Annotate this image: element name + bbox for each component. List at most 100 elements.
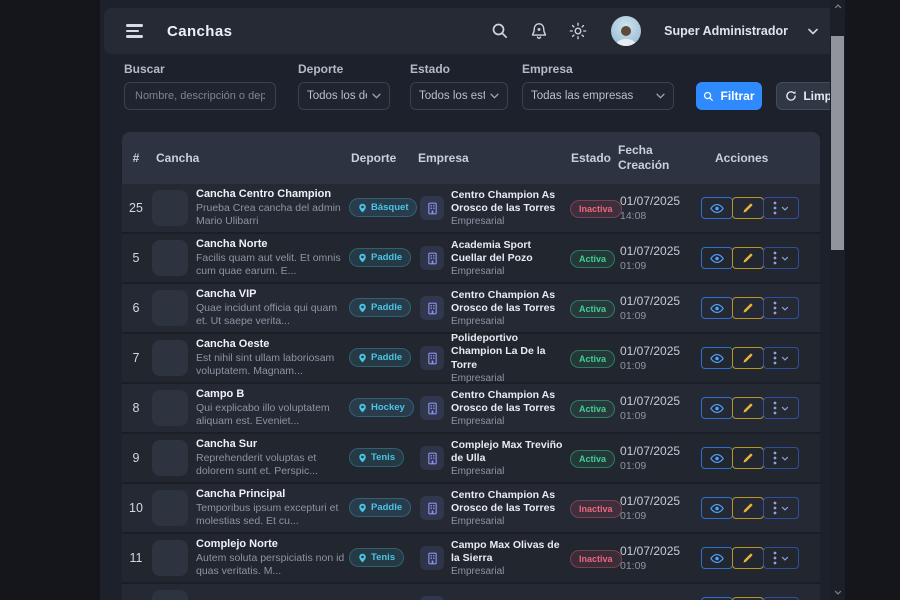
company-type: Empresarial	[451, 566, 565, 577]
view-button[interactable]	[701, 497, 733, 519]
company-type: Empresarial	[451, 216, 565, 227]
building-icon	[420, 596, 444, 600]
more-actions-button[interactable]	[763, 197, 799, 219]
sun-icon[interactable]	[568, 21, 588, 41]
row-number: 25	[122, 201, 150, 215]
company-type: Empresarial	[451, 466, 565, 477]
view-button[interactable]	[701, 547, 733, 569]
estado-select[interactable]: Todos los estados	[410, 82, 508, 110]
company-type: Empresarial	[451, 416, 565, 427]
table-row: 8 Campo B Qui explicabo illo voluptatem …	[122, 384, 820, 434]
more-actions-button[interactable]	[763, 447, 799, 469]
pencil-icon	[742, 352, 754, 364]
court-name: Cancha Oeste	[196, 338, 345, 352]
edit-button[interactable]	[732, 547, 764, 569]
court-name: Cancha VIP	[196, 288, 345, 302]
court-description: Reprehenderit voluptas et dolorem sunt e…	[196, 452, 345, 478]
creation-time: 01:09	[620, 360, 695, 372]
table-row: 5 Cancha Norte Facilis quam aut velit. E…	[122, 234, 820, 284]
view-button[interactable]	[701, 297, 733, 319]
edit-button[interactable]	[732, 447, 764, 469]
scrollbar[interactable]	[830, 0, 845, 600]
court-description: Quae incidunt officia qui quam et. Ut sa…	[196, 302, 345, 328]
row-number: 8	[122, 401, 150, 415]
menu-icon[interactable]	[126, 24, 143, 37]
building-icon	[420, 396, 444, 420]
deporte-label: Deporte	[298, 62, 343, 76]
pencil-icon	[742, 402, 754, 414]
col-header-deporte: Deporte	[345, 151, 412, 165]
empresa-select-value: Todas las empresas	[531, 90, 651, 102]
more-actions-button[interactable]	[763, 247, 799, 269]
scroll-down-arrow[interactable]	[830, 586, 845, 598]
creation-date: 01/07/2025	[620, 194, 695, 208]
pencil-icon	[742, 302, 754, 314]
sport-label: Paddle	[371, 352, 402, 363]
company-name: Centro Champion As Orosco de las Torres	[451, 189, 565, 215]
table-row: 10 Cancha Principal Temporibus ipsum exc…	[122, 484, 820, 534]
scrollbar-thumb[interactable]	[831, 36, 844, 250]
court-name: Complejo Norte	[196, 538, 345, 552]
more-actions-button[interactable]	[763, 297, 799, 319]
edit-button[interactable]	[732, 347, 764, 369]
bell-icon[interactable]	[529, 21, 549, 41]
eye-icon	[710, 403, 724, 414]
search-icon[interactable]	[490, 21, 510, 41]
court-image-placeholder	[152, 540, 188, 576]
more-actions-button[interactable]	[763, 497, 799, 519]
avatar[interactable]	[611, 16, 641, 46]
table-row: 6 Cancha VIP Quae incidunt officia qui q…	[122, 284, 820, 334]
more-actions-button[interactable]	[763, 547, 799, 569]
building-icon	[420, 346, 444, 370]
sport-label: Básquet	[371, 202, 408, 213]
more-actions-button[interactable]	[763, 397, 799, 419]
pin-icon	[358, 553, 367, 563]
user-menu-label[interactable]: Super Administrador	[664, 24, 788, 38]
row-number: 9	[122, 451, 150, 465]
filtrar-button[interactable]: Filtrar	[696, 82, 762, 110]
chevron-down-icon	[781, 506, 789, 511]
table-row: 7 Cancha Oeste Est nihil sint ullam labo…	[122, 334, 820, 384]
view-button[interactable]	[701, 397, 733, 419]
search-input[interactable]	[133, 89, 267, 103]
court-description: Temporibus ipsum excepturi et molestias …	[196, 502, 345, 528]
view-button[interactable]	[701, 197, 733, 219]
company-type: Empresarial	[451, 373, 565, 384]
view-button[interactable]	[701, 247, 733, 269]
estado-select-value: Todos los estados	[419, 90, 485, 102]
chevron-down-icon[interactable]	[807, 21, 819, 41]
status-badge: Activa	[570, 350, 615, 368]
row-number: 7	[122, 351, 150, 365]
pin-icon	[358, 353, 367, 363]
edit-button[interactable]	[732, 497, 764, 519]
page-title: Canchas	[167, 23, 232, 40]
vertical-dots-icon	[773, 201, 777, 215]
edit-button[interactable]	[732, 297, 764, 319]
vertical-dots-icon	[773, 501, 777, 515]
creation-time: 01:09	[620, 260, 695, 272]
view-button[interactable]	[701, 447, 733, 469]
search-icon	[703, 91, 714, 102]
more-actions-button[interactable]	[763, 347, 799, 369]
edit-button[interactable]	[732, 247, 764, 269]
empresa-select[interactable]: Todas las empresas	[522, 82, 674, 110]
scroll-up-arrow[interactable]	[830, 0, 845, 12]
creation-time: 01:09	[620, 310, 695, 322]
creation-time: 01:09	[620, 560, 695, 572]
refresh-icon	[785, 90, 797, 102]
eye-icon	[710, 203, 724, 214]
company-name: Centro Champion As Orosco de las Torres	[451, 289, 565, 315]
chevron-down-icon	[490, 93, 499, 99]
pin-icon	[358, 203, 367, 213]
creation-date: 01/07/2025	[620, 494, 695, 508]
creation-time: 14:08	[620, 210, 695, 222]
court-name: Cancha Principal	[196, 488, 345, 502]
deporte-select[interactable]: Todos los deportes	[298, 82, 390, 110]
search-field-wrap	[124, 82, 276, 110]
view-button[interactable]	[701, 347, 733, 369]
edit-button[interactable]	[732, 197, 764, 219]
pencil-icon	[742, 202, 754, 214]
edit-button[interactable]	[732, 397, 764, 419]
court-description: Qui explicabo illo voluptatem aliquam es…	[196, 402, 345, 428]
filtrar-button-label: Filtrar	[720, 89, 754, 103]
